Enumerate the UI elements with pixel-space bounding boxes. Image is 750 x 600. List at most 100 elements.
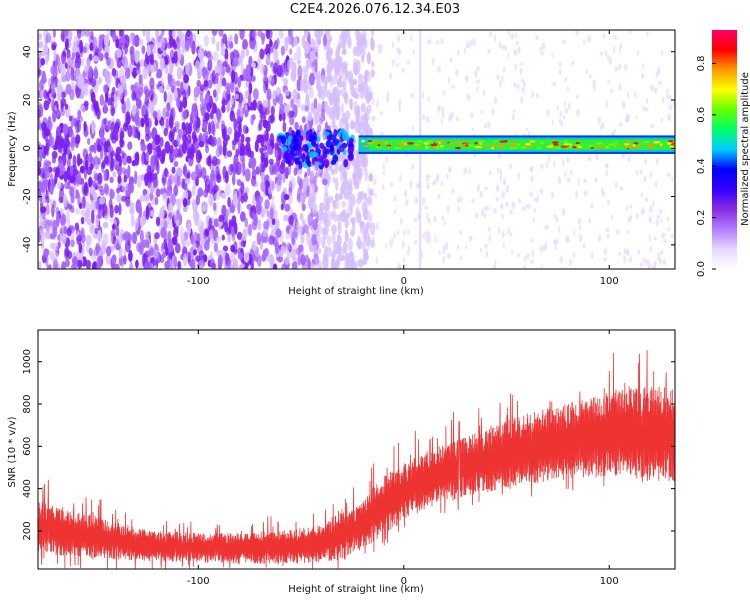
spectrogram-noise-cell	[421, 197, 426, 206]
spectrogram-noise-cell	[641, 63, 645, 70]
spectrogram-noise-cell	[287, 59, 292, 71]
spectrogram-noise-cell	[131, 232, 137, 244]
spectrogram-noise-cell	[171, 78, 176, 92]
spectrogram-noise-cell	[345, 255, 350, 267]
spectrogram-noise-cell	[513, 82, 517, 88]
spectrogram-noise-cell	[323, 76, 330, 84]
spectrogram-noise-cell	[333, 93, 338, 107]
spectrogram-noise-cell	[297, 65, 303, 80]
spectrogram-noise-cell	[425, 116, 430, 123]
spectrogram-noise-cell	[502, 242, 506, 248]
spectrogram-noise-cell	[627, 216, 632, 223]
spectrogram-noise-cell	[327, 235, 332, 247]
spectrogram-noise-cell	[169, 67, 173, 76]
spectrogram-noise-cell	[63, 170, 68, 183]
spectrogram-noise-cell	[158, 85, 164, 93]
spectrogram-noise-cell	[161, 57, 165, 71]
spectrogram-noise-cell	[147, 202, 152, 211]
spectrogram-noise-cell	[62, 194, 68, 208]
spectrogram-noise-cell	[66, 57, 73, 66]
spectrogram-noise-cell	[124, 239, 131, 253]
spectrogram-noise-cell	[49, 250, 55, 261]
spectrogram-noise-cell	[99, 94, 105, 106]
spectrogram-noise-cell	[449, 57, 453, 63]
spectrogram-noise-cell	[162, 107, 167, 121]
spectrogram-noise-cell	[270, 105, 275, 116]
spectrogram-noise-cell	[95, 242, 101, 252]
spectrogram-noise-cell	[288, 215, 294, 226]
spectrogram-noise-cell	[163, 127, 168, 137]
spectrogram-noise-cell	[328, 35, 333, 42]
signal-peak-cell	[607, 143, 616, 146]
spectrogram-noise-cell	[592, 79, 596, 87]
spectrogram-noise-cell	[316, 82, 322, 92]
spectrogram-noise-cell	[576, 93, 579, 100]
spectrogram-noise-cell	[90, 209, 95, 224]
spectrogram-cluster-cell	[311, 140, 316, 146]
spectrogram-noise-cell	[583, 178, 587, 184]
spectrogram-cluster-cell	[305, 155, 309, 164]
spectrogram-noise-cell	[520, 96, 524, 104]
spectrogram-noise-cell	[499, 168, 503, 176]
spectrogram-noise-cell	[273, 62, 279, 74]
spectrogram-noise-cell	[90, 156, 95, 169]
spectrogram-noise-cell	[48, 263, 52, 269]
spectrogram-noise-cell	[225, 227, 231, 236]
spectrogram-noise-cell	[83, 82, 89, 96]
spectrogram-noise-cell	[221, 77, 227, 87]
spectrogram-noise-cell	[434, 235, 437, 244]
spectrogram-noise-cell	[342, 78, 347, 91]
spectrogram-noise-cell	[488, 234, 492, 242]
spectrogram-noise-cell	[52, 242, 59, 252]
spectrogram-noise-cell	[270, 223, 277, 232]
spectrogram-noise-cell	[341, 200, 347, 208]
spectrogram-noise-cell	[209, 110, 214, 120]
spectrogram-noise-cell	[466, 43, 471, 49]
spectrogram-noise-cell	[331, 75, 338, 86]
spectrogram-noise-cell	[290, 98, 295, 108]
spectrogram-noise-cell	[66, 157, 71, 169]
spectrogram-noise-cell	[589, 74, 592, 79]
spectrogram-noise-cell	[661, 232, 666, 239]
spectrogram-noise-cell	[77, 109, 82, 120]
spectrogram-noise-cell	[236, 108, 241, 120]
spectrogram-noise-cell	[367, 91, 373, 101]
spectrogram-noise-cell	[220, 48, 226, 57]
spectrogram-noise-cell	[100, 132, 105, 140]
spectrogram-noise-cell	[256, 232, 262, 245]
spectrogram-noise-cell	[272, 162, 279, 175]
spectrogram-noise-cell	[211, 156, 218, 167]
spectrogram-noise-cell	[130, 52, 135, 66]
spectrogram-noise-cell	[110, 157, 114, 171]
spectrogram-noise-cell	[42, 217, 48, 230]
spectrogram-noise-cell	[229, 204, 236, 214]
snr-x-label: Height of straight line (km)	[288, 584, 424, 595]
signal-peak-cell	[624, 143, 630, 146]
spectrogram-noise-cell	[50, 65, 56, 75]
spectrogram-noise-cell	[500, 202, 504, 209]
spectrogram-noise-cell	[79, 103, 84, 112]
spectrogram-noise-cell	[590, 203, 594, 209]
spectrogram-noise-cell	[266, 145, 273, 155]
y-tick-label: 800	[22, 394, 33, 413]
spectrogram-noise-cell	[517, 46, 521, 54]
spectrogram-noise-cell	[168, 115, 174, 129]
spectrogram-noise-cell	[250, 211, 256, 221]
spectrogram-noise-cell	[613, 35, 618, 40]
spectrogram-noise-cell	[56, 125, 62, 132]
spectrogram-noise-cell	[511, 249, 514, 255]
spectrogram-noise-cell	[306, 184, 310, 197]
spectrogram-noise-cell	[301, 177, 308, 192]
spectrogram-noise-cell	[242, 38, 249, 50]
spectrogram-noise-cell	[117, 174, 122, 184]
signal-peak-cell	[666, 142, 672, 145]
spectrogram-noise-cell	[401, 240, 405, 249]
spectrogram-noise-cell	[240, 48, 245, 60]
spectrogram-noise-cell	[155, 188, 161, 198]
spectrogram-noise-cell	[267, 185, 273, 195]
spectrogram-noise-cell	[128, 249, 133, 262]
spectrogram-noise-cell	[238, 56, 243, 65]
spectrogram-noise-cell	[519, 67, 523, 75]
spectrogram-noise-cell	[199, 84, 205, 92]
spectrogram-noise-cell	[607, 79, 610, 84]
